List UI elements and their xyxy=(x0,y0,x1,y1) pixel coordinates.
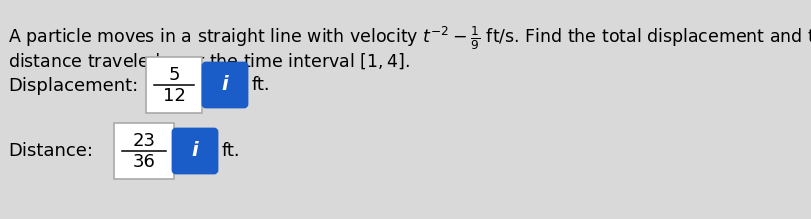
FancyBboxPatch shape xyxy=(173,129,217,173)
Text: 23: 23 xyxy=(132,132,156,150)
Text: ft.: ft. xyxy=(252,76,271,94)
Text: 5: 5 xyxy=(168,66,180,84)
Text: i: i xyxy=(191,141,199,161)
Text: 36: 36 xyxy=(132,154,156,171)
Text: 12: 12 xyxy=(162,87,186,105)
Text: Distance:: Distance: xyxy=(8,142,93,160)
Text: Displacement:: Displacement: xyxy=(8,77,138,95)
Text: ft.: ft. xyxy=(222,142,241,160)
FancyBboxPatch shape xyxy=(203,63,247,107)
FancyBboxPatch shape xyxy=(114,123,174,179)
FancyBboxPatch shape xyxy=(146,57,202,113)
Text: distance traveled over the time interval $[1, 4]$.: distance traveled over the time interval… xyxy=(8,51,410,71)
Text: i: i xyxy=(221,76,229,95)
Text: A particle moves in a straight line with velocity $t^{-2} - \frac{1}{9}$ ft/s. F: A particle moves in a straight line with… xyxy=(8,24,811,52)
